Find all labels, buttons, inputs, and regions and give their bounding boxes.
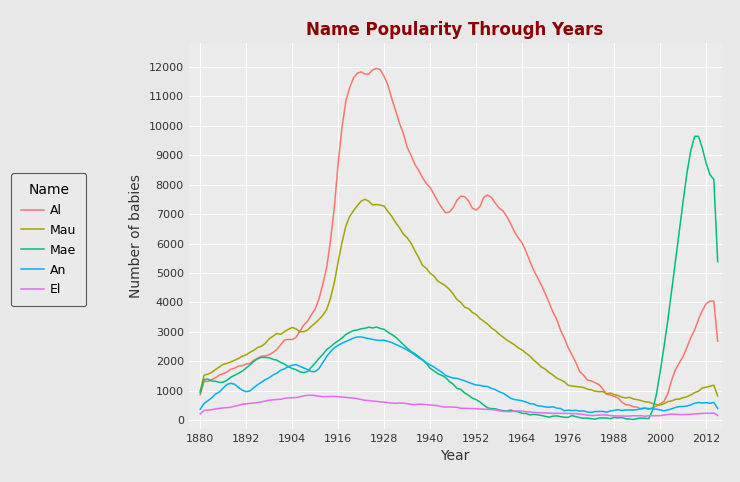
Mau [360, 196, 369, 202]
Y-axis label: Number of babies: Number of babies [130, 174, 143, 298]
El [257, 399, 266, 405]
Mau [399, 231, 408, 237]
Line: El: El [201, 395, 718, 416]
Line: Mae: Mae [201, 136, 718, 419]
Mae [613, 415, 622, 421]
Mau [625, 394, 634, 400]
An [622, 407, 630, 413]
An [713, 406, 722, 412]
Mau [196, 388, 205, 394]
Al [399, 131, 408, 136]
El [617, 413, 626, 419]
Mae [257, 354, 266, 360]
Legend: Al, Mau, Mae, An, El: Al, Mau, Mae, An, El [11, 173, 87, 307]
Mau [617, 394, 626, 400]
An [625, 407, 634, 413]
Mau [656, 402, 665, 408]
Mau [622, 395, 630, 401]
Mau [713, 393, 722, 399]
Line: Al: Al [201, 68, 718, 409]
Al [617, 399, 626, 405]
Al [713, 338, 722, 344]
Line: An: An [201, 337, 718, 413]
Al [196, 392, 205, 398]
An [399, 345, 408, 351]
El [196, 411, 205, 417]
Title: Name Popularity Through Years: Name Popularity Through Years [306, 21, 604, 39]
El [399, 400, 408, 406]
El [690, 411, 699, 417]
El [640, 414, 649, 419]
Al [257, 353, 266, 359]
Mae [196, 389, 205, 395]
Mae [687, 147, 696, 153]
An [357, 334, 366, 340]
An [196, 406, 205, 412]
Mau [257, 343, 266, 349]
An [690, 401, 699, 406]
Al [372, 66, 381, 71]
Mae [395, 338, 404, 344]
Mae [694, 134, 703, 139]
Al [625, 402, 634, 408]
El [713, 413, 722, 418]
Line: Mau: Mau [201, 199, 718, 405]
El [622, 413, 630, 419]
An [257, 379, 266, 385]
Mae [713, 259, 722, 265]
An [629, 407, 638, 413]
Mae [617, 415, 626, 420]
Al [690, 327, 699, 333]
Mau [690, 390, 699, 396]
El [625, 413, 634, 419]
Al [622, 402, 630, 407]
An [587, 410, 596, 415]
Al [645, 406, 653, 412]
Mae [629, 416, 638, 422]
X-axis label: Year: Year [440, 449, 470, 463]
El [307, 392, 316, 398]
Mae [622, 416, 630, 422]
